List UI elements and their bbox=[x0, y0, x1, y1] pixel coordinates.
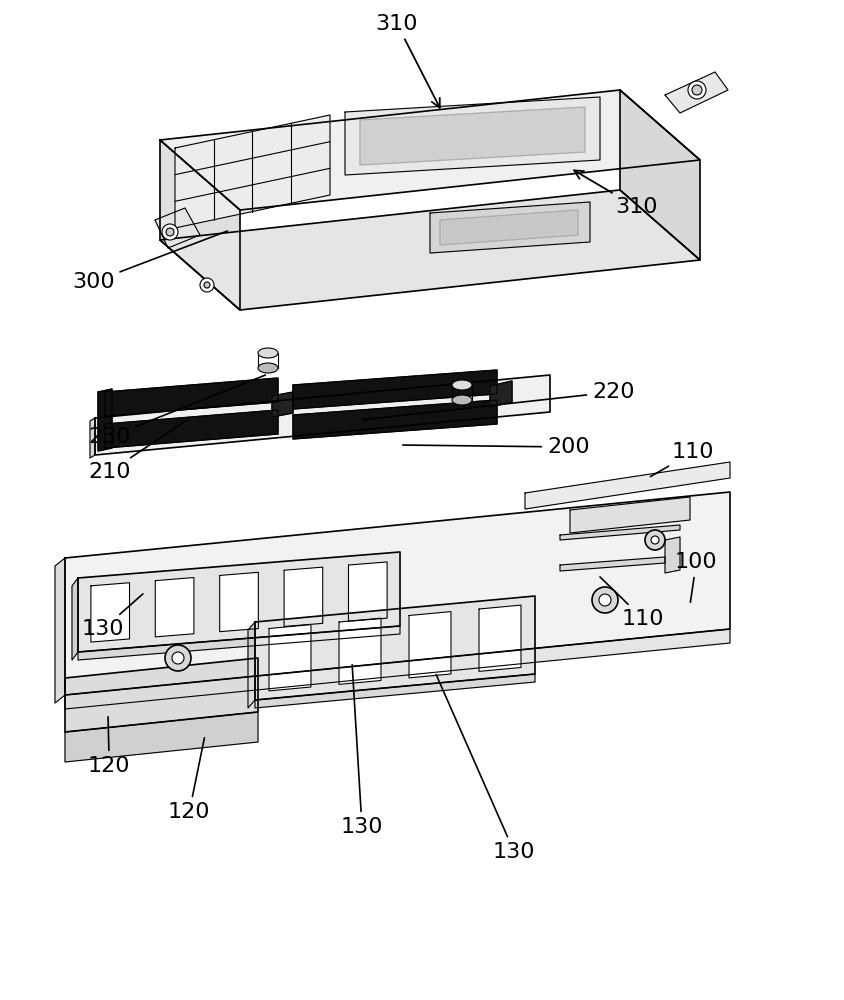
Circle shape bbox=[165, 645, 191, 671]
Polygon shape bbox=[664, 537, 679, 573]
Text: 130: 130 bbox=[340, 665, 383, 837]
Polygon shape bbox=[95, 375, 549, 455]
Polygon shape bbox=[155, 578, 193, 637]
Ellipse shape bbox=[452, 395, 472, 405]
Text: 220: 220 bbox=[362, 382, 634, 420]
Polygon shape bbox=[430, 202, 589, 253]
Text: 120: 120 bbox=[168, 738, 210, 822]
Polygon shape bbox=[664, 72, 728, 113]
Polygon shape bbox=[247, 622, 255, 708]
Text: 230: 230 bbox=[88, 375, 265, 447]
Polygon shape bbox=[105, 410, 278, 448]
Polygon shape bbox=[360, 107, 584, 165]
Polygon shape bbox=[255, 674, 534, 708]
Polygon shape bbox=[78, 552, 399, 652]
Polygon shape bbox=[293, 370, 496, 409]
Polygon shape bbox=[560, 525, 679, 540]
Polygon shape bbox=[255, 596, 534, 700]
Circle shape bbox=[691, 85, 701, 95]
Polygon shape bbox=[65, 712, 257, 762]
Polygon shape bbox=[344, 97, 599, 175]
Text: 200: 200 bbox=[403, 437, 589, 457]
Ellipse shape bbox=[257, 363, 278, 373]
Polygon shape bbox=[272, 392, 293, 417]
Polygon shape bbox=[560, 557, 664, 571]
Circle shape bbox=[592, 587, 617, 613]
Polygon shape bbox=[570, 497, 690, 533]
Polygon shape bbox=[348, 562, 387, 621]
Polygon shape bbox=[160, 140, 240, 310]
Circle shape bbox=[172, 652, 184, 664]
Text: 300: 300 bbox=[72, 231, 227, 292]
Circle shape bbox=[162, 224, 178, 240]
Ellipse shape bbox=[452, 380, 472, 390]
Circle shape bbox=[650, 536, 658, 544]
Text: 310: 310 bbox=[376, 14, 439, 108]
Polygon shape bbox=[98, 389, 112, 451]
Polygon shape bbox=[91, 583, 129, 642]
Polygon shape bbox=[160, 90, 699, 210]
Text: 130: 130 bbox=[82, 594, 143, 639]
Circle shape bbox=[203, 282, 210, 288]
Polygon shape bbox=[160, 190, 699, 310]
Polygon shape bbox=[408, 612, 451, 678]
Polygon shape bbox=[479, 605, 521, 671]
Text: 110: 110 bbox=[650, 442, 714, 477]
Polygon shape bbox=[524, 462, 729, 509]
Circle shape bbox=[687, 81, 706, 99]
Circle shape bbox=[200, 278, 214, 292]
Text: 130: 130 bbox=[436, 675, 535, 862]
Polygon shape bbox=[65, 658, 257, 732]
Polygon shape bbox=[65, 629, 729, 709]
Circle shape bbox=[644, 530, 664, 550]
Polygon shape bbox=[72, 578, 78, 660]
Polygon shape bbox=[90, 418, 95, 458]
Ellipse shape bbox=[257, 348, 278, 358]
Polygon shape bbox=[154, 208, 200, 248]
Text: 120: 120 bbox=[88, 717, 130, 776]
Polygon shape bbox=[175, 115, 330, 228]
Polygon shape bbox=[284, 567, 322, 626]
Text: 100: 100 bbox=[674, 552, 717, 602]
Polygon shape bbox=[268, 625, 311, 691]
Polygon shape bbox=[440, 210, 577, 245]
Polygon shape bbox=[490, 381, 511, 407]
Circle shape bbox=[165, 228, 174, 236]
Text: 110: 110 bbox=[599, 577, 663, 629]
Polygon shape bbox=[219, 572, 258, 632]
Polygon shape bbox=[105, 378, 278, 416]
Polygon shape bbox=[619, 90, 699, 260]
Polygon shape bbox=[338, 618, 381, 684]
Text: 210: 210 bbox=[88, 420, 187, 482]
Text: 310: 310 bbox=[573, 170, 657, 217]
Polygon shape bbox=[65, 492, 729, 695]
Circle shape bbox=[598, 594, 610, 606]
Polygon shape bbox=[55, 558, 65, 703]
Polygon shape bbox=[293, 400, 496, 439]
Polygon shape bbox=[78, 626, 399, 660]
